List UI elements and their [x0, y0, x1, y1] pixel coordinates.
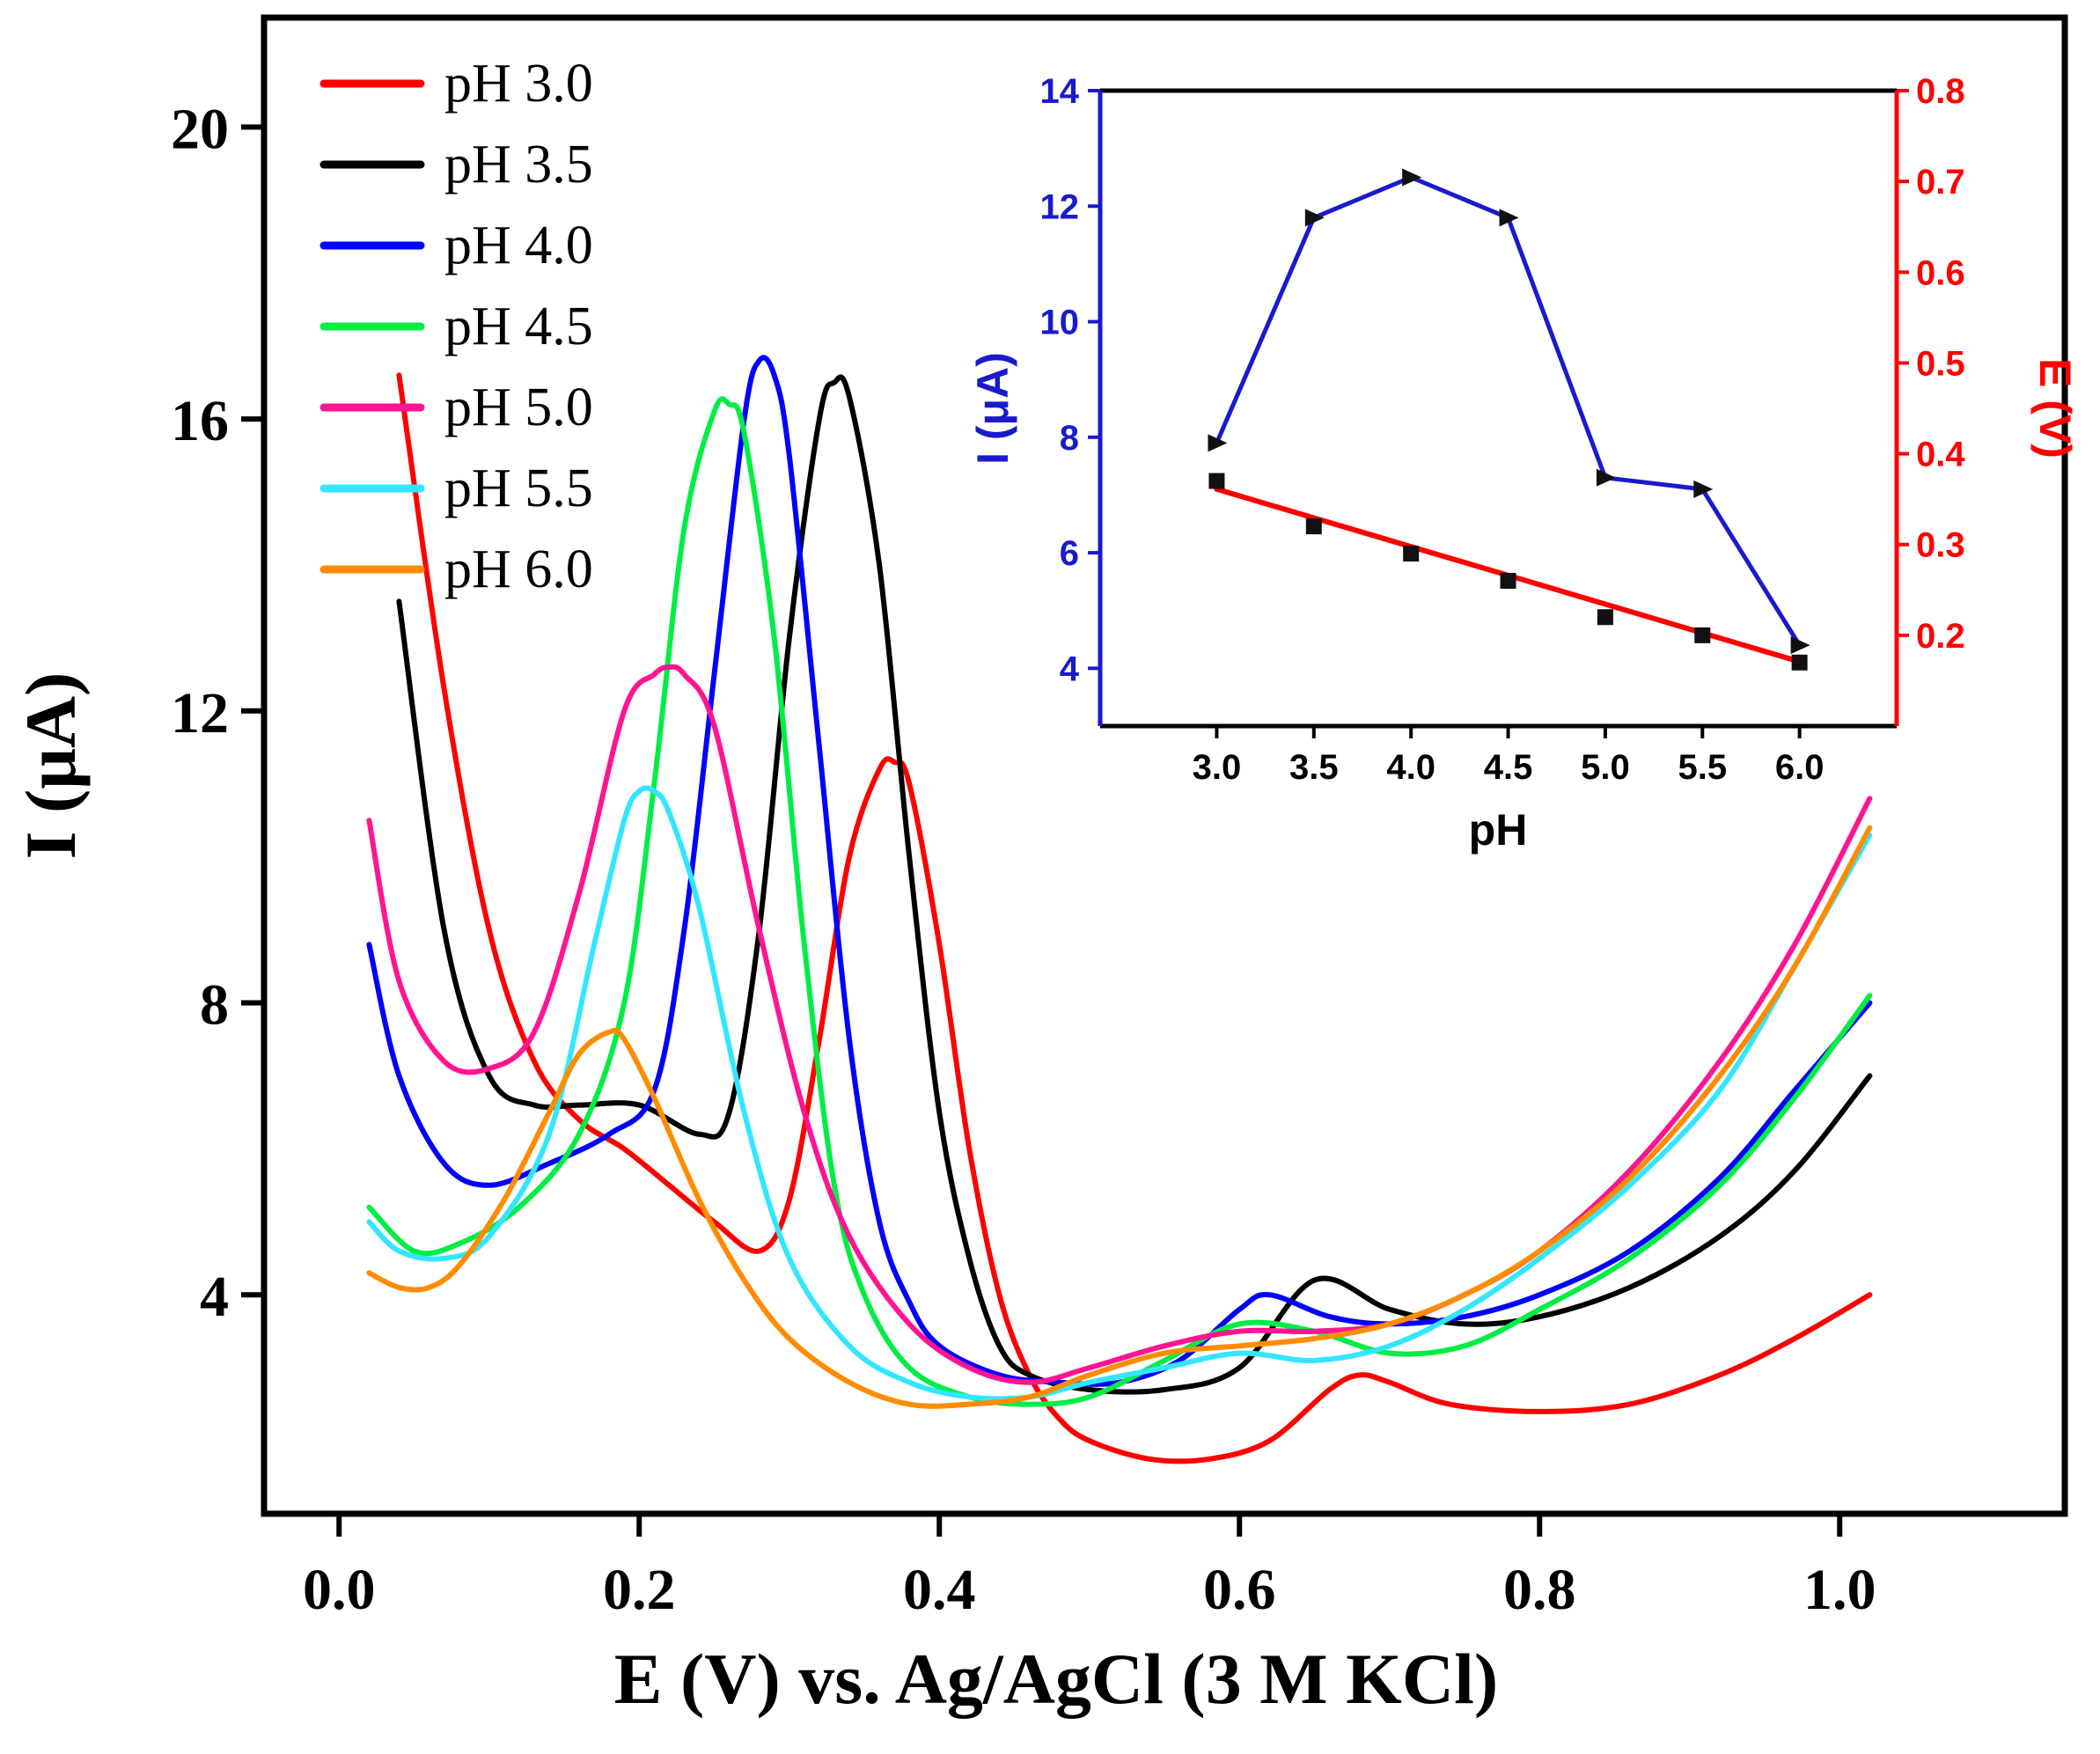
inset-current-marker-ph-5-5	[1693, 480, 1714, 498]
main-plot-frame	[261, 14, 2068, 1517]
main-y-axis-title: I (μA)	[11, 672, 91, 860]
inset-current-series	[1208, 168, 1810, 655]
legend-label: pH 5.5	[444, 459, 593, 518]
inset-left-y-tick-label: 8	[1060, 419, 1079, 458]
inset-right-y-tick-label: 0.6	[1916, 253, 1965, 292]
main-x-tick-label: 1.0	[1803, 1558, 1876, 1622]
legend-label: pH 3.5	[444, 135, 593, 194]
main-y-tick-label: 20	[171, 97, 229, 161]
inset-current-marker-ph-6	[1790, 636, 1810, 655]
inset-x-axis-ticks: 3.0 3.5 4.0 4.5 5.0 5.5 6.0	[1193, 726, 1825, 787]
inset-current-marker-ph-3-5	[1304, 209, 1325, 227]
inset-left-y-tick-label: 14	[1040, 72, 1080, 111]
legend-item-ph-3-0: pH 3.0	[319, 54, 593, 114]
main-y-tick-label: 16	[171, 389, 229, 453]
inset-left-y-tick-label: 6	[1060, 534, 1079, 573]
inset-right-y-tick-label: 0.4	[1916, 436, 1965, 474]
legend: pH 3.0 pH 3.5 pH 4.0 pH 4.5 pH 5.0 pH 5.5 pH 6…	[319, 54, 593, 599]
inset-right-y-tick-label: 0.5	[1916, 344, 1965, 383]
inset-right-y-tick-label: 0.3	[1916, 526, 1965, 565]
inset-potential-series	[1208, 473, 1808, 671]
series-line-ph-3-0	[396, 372, 1873, 1464]
inset-potential-marker-ph-4	[1403, 546, 1420, 562]
inset-current-marker-ph-3	[1208, 434, 1228, 452]
inset-x-tick-label: 4.5	[1484, 748, 1533, 787]
inset-plot-background	[1100, 91, 1897, 726]
main-y-tick-label: 4	[200, 1265, 229, 1329]
series-line-ph-5-0	[366, 664, 1873, 1385]
main-series-lines	[366, 355, 1873, 1464]
inset-x-tick-label: 5.5	[1678, 748, 1727, 787]
inset-x-axis-title: pH	[1469, 805, 1528, 855]
series-line-ph-4-0	[366, 355, 1873, 1387]
inset-x-tick-label: 3.5	[1289, 748, 1339, 787]
main-x-tick-label: 0.8	[1503, 1558, 1576, 1622]
main-plot: 0.0 0.2 0.4 0.6 0.8 1.0 4 8 12 16 20 pH 3.0 pH 3.5…	[11, 14, 2068, 1719]
main-x-tick-label: 0.2	[603, 1558, 676, 1622]
inset-current-marker-ph-4-5	[1499, 209, 1519, 227]
inset-x-tick-label: 4.0	[1386, 748, 1435, 787]
main-y-axis-ticks: 4 8 12 16 20	[171, 97, 264, 1329]
legend-label: pH 4.5	[444, 297, 593, 356]
series-line-ph-6-0	[366, 825, 1873, 1409]
inset-current-marker-ph-5	[1596, 468, 1616, 487]
inset-right-y-tick-label: 0.8	[1916, 72, 1965, 111]
main-x-tick-label: 0.6	[1203, 1558, 1276, 1622]
inset-left-y-tick-label: 12	[1040, 187, 1080, 226]
series-line-ph-3-5	[396, 374, 1873, 1395]
main-x-tick-label: 0.4	[903, 1558, 976, 1622]
main-x-axis-ticks: 0.0 0.2 0.4 0.6 0.8 1.0	[303, 1514, 1876, 1622]
main-x-axis-title: E (V) vs. Ag/AgCl (3 M KCl)	[614, 1639, 1498, 1719]
legend-label: pH 6.0	[444, 539, 593, 599]
inset-left-y-axis-ticks: 4 6 8 10 12 14	[1040, 72, 1100, 688]
legend-item-ph-6-0: pH 6.0	[319, 539, 593, 599]
series-line-ph-4-5	[366, 396, 1873, 1407]
legend-item-ph-3-5: pH 3.5	[319, 135, 593, 194]
inset-x-tick-label: 6.0	[1775, 748, 1825, 787]
inset-potential-marker-ph-6	[1791, 654, 1808, 671]
inset-potential-marker-ph-5	[1597, 609, 1613, 626]
main-y-tick-label: 8	[200, 973, 229, 1038]
legend-label: pH 4.0	[444, 216, 593, 275]
inset-current-marker-ph-4	[1402, 168, 1422, 187]
inset-potential-marker-ph-4-5	[1500, 572, 1516, 589]
inset-x-tick-label: 3.0	[1193, 748, 1242, 787]
legend-item-ph-4-5: pH 4.5	[319, 297, 593, 356]
main-x-tick-label: 0.0	[303, 1558, 376, 1622]
legend-label: pH 3.0	[444, 54, 593, 114]
main-y-tick-label: 12	[171, 681, 229, 745]
legend-item-ph-5-0: pH 5.0	[319, 378, 593, 437]
inset-left-y-tick-label: 4	[1060, 649, 1080, 688]
legend-item-ph-5-5: pH 5.5	[319, 459, 593, 518]
inset-left-y-tick-label: 10	[1040, 304, 1080, 342]
inset-right-y-tick-label: 0.2	[1916, 617, 1965, 656]
legend-label: pH 5.0	[444, 378, 593, 437]
inset-left-y-axis-title: I (μA)	[968, 352, 1017, 465]
series-line-ph-5-5	[366, 785, 1873, 1402]
inset-potential-marker-ph-5-5	[1694, 627, 1711, 643]
inset-potential-marker-ph-3-5	[1305, 518, 1322, 535]
inset-right-y-axis-title: E (V)	[2030, 358, 2080, 459]
inset-potential-marker-ph-3	[1208, 473, 1225, 489]
legend-item-ph-4-0: pH 4.0	[319, 216, 593, 275]
inset-x-tick-label: 5.0	[1581, 748, 1630, 787]
inset-right-y-tick-label: 0.7	[1916, 163, 1965, 202]
inset-right-y-axis-ticks: 0.2 0.3 0.4 0.5 0.6 0.7 0.8	[1897, 72, 1965, 656]
